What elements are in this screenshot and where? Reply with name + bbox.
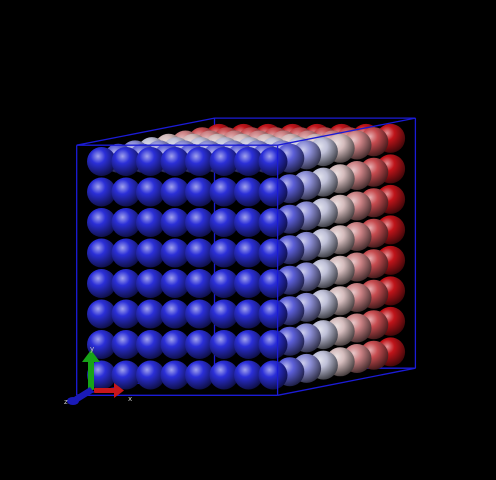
x-axis-label: x [128, 395, 132, 403]
atom-sphere [209, 299, 239, 329]
atom-sphere [111, 238, 141, 268]
atom-sphere [136, 299, 165, 329]
atom-sphere [258, 147, 288, 176]
atom-sphere [234, 299, 263, 329]
atom-sphere [136, 360, 165, 390]
atom-sphere [87, 269, 116, 298]
atom-sphere [234, 269, 263, 298]
atom-sphere [111, 330, 141, 359]
atom-sphere [234, 177, 263, 207]
atom-sphere [87, 208, 116, 237]
atom-sphere [209, 360, 239, 390]
atom-sphere [258, 360, 288, 390]
box-edge [76, 117, 215, 146]
atom-sphere [185, 299, 214, 329]
atom-sphere [136, 147, 165, 176]
atom-sphere [185, 147, 214, 176]
atom-sphere [160, 360, 190, 390]
atom-sphere [87, 147, 116, 176]
atom-sphere [209, 177, 239, 207]
atom-sphere [209, 238, 239, 268]
box-edge [277, 117, 416, 146]
atom-sphere [185, 360, 214, 390]
atom-sphere [160, 330, 190, 359]
atom-sphere [136, 238, 165, 268]
atom-sphere [87, 299, 116, 329]
z-axis-arrow: z [64, 387, 94, 406]
atom-sphere [234, 360, 263, 390]
z-axis-label: z [64, 398, 68, 406]
atom-sphere [111, 269, 141, 298]
atom-lattice [87, 123, 406, 390]
atom-sphere [111, 147, 141, 176]
atom-sphere [160, 299, 190, 329]
atom-sphere [136, 330, 165, 359]
atom-sphere [160, 208, 190, 237]
atom-sphere [111, 208, 141, 237]
atom-sphere [234, 238, 263, 268]
atom-sphere [111, 299, 141, 329]
atom-sphere [185, 208, 214, 237]
atom-sphere [209, 208, 239, 237]
atom-sphere [258, 299, 288, 329]
atom-sphere [136, 208, 165, 237]
atom-sphere [160, 238, 190, 268]
atom-sphere [87, 360, 116, 390]
atom-sphere [258, 330, 288, 359]
atom-sphere [209, 147, 239, 176]
atom-sphere [87, 177, 116, 207]
atom-sphere [185, 238, 214, 268]
x-axis-arrow: x [94, 383, 132, 403]
atom-sphere [160, 177, 190, 207]
atom-sphere [87, 238, 116, 268]
atom-sphere [209, 330, 239, 359]
atom-sphere [258, 238, 288, 268]
atom-sphere [160, 147, 190, 176]
atom-sphere [136, 177, 165, 207]
atom-sphere [258, 208, 288, 237]
atom-sphere [234, 147, 263, 176]
atom-sphere [111, 177, 141, 207]
atom-sphere [136, 269, 165, 298]
atom-sphere [185, 269, 214, 298]
box-edge [277, 367, 416, 396]
atom-sphere [87, 330, 116, 359]
y-axis-label: y [90, 345, 94, 353]
atom-sphere [185, 330, 214, 359]
atom-sphere [160, 269, 190, 298]
atom-sphere [234, 208, 263, 237]
axes-indicator[interactable]: x y z [64, 345, 132, 406]
atom-sphere [209, 269, 239, 298]
atom-sphere [234, 330, 263, 359]
atom-sphere [258, 269, 288, 298]
atom-sphere [258, 177, 288, 207]
simulation-box-front-edges [76, 117, 417, 396]
y-axis-arrow: y [82, 345, 100, 390]
atom-sphere [185, 177, 214, 207]
atom-sphere [111, 360, 141, 390]
